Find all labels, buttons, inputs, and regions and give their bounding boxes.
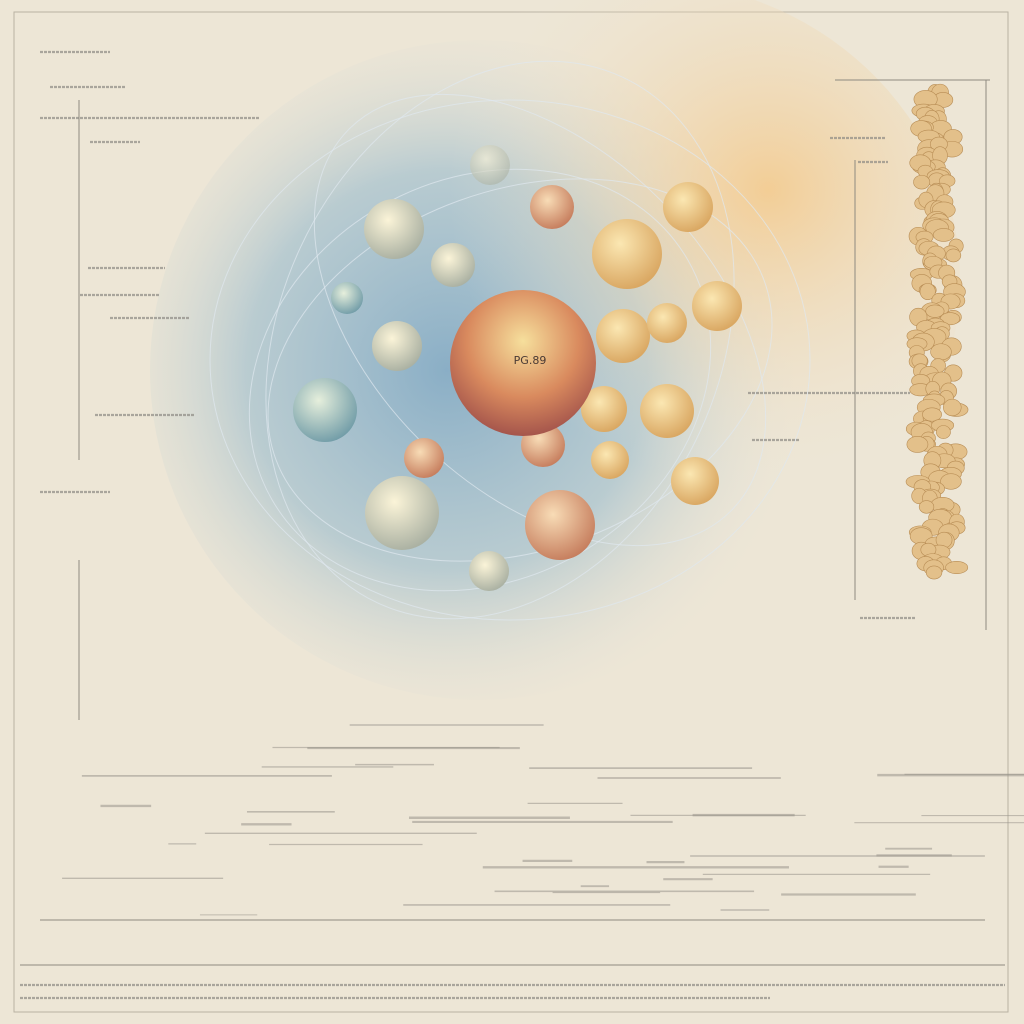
sphere bbox=[525, 490, 595, 560]
bead bbox=[913, 174, 931, 190]
bead bbox=[940, 473, 962, 490]
bead bbox=[922, 407, 942, 422]
spheres: PG.89 bbox=[293, 145, 742, 591]
sphere bbox=[469, 551, 509, 591]
orbit bbox=[209, 99, 811, 621]
bead bbox=[906, 436, 929, 453]
bead bbox=[945, 248, 962, 263]
sphere bbox=[431, 243, 475, 287]
bead bbox=[936, 425, 951, 439]
sphere bbox=[592, 219, 662, 289]
sphere bbox=[470, 145, 510, 185]
annotation-lines bbox=[20, 79, 1005, 966]
orbit bbox=[265, 60, 735, 620]
bead bbox=[940, 312, 961, 326]
glow-warm bbox=[320, 0, 960, 580]
sphere bbox=[293, 378, 357, 442]
sphere bbox=[647, 303, 687, 343]
bead bbox=[918, 500, 935, 514]
sphere bbox=[404, 438, 444, 478]
sphere bbox=[530, 185, 574, 229]
bead bbox=[943, 398, 962, 417]
core-sphere bbox=[450, 290, 596, 436]
bead bbox=[932, 228, 955, 242]
bead bbox=[930, 343, 952, 361]
sphere bbox=[364, 199, 424, 259]
bead bbox=[925, 565, 943, 580]
sphere bbox=[692, 281, 742, 331]
sphere bbox=[581, 386, 627, 432]
sphere bbox=[372, 321, 422, 371]
bead bbox=[919, 283, 936, 300]
bead bbox=[945, 560, 969, 575]
sphere bbox=[663, 182, 713, 232]
sphere bbox=[640, 384, 694, 438]
sphere bbox=[365, 476, 439, 550]
sphere bbox=[331, 282, 363, 314]
sphere bbox=[671, 457, 719, 505]
core-label: PG.89 bbox=[514, 354, 547, 367]
sphere bbox=[596, 309, 650, 363]
bead bbox=[925, 304, 945, 318]
sphere bbox=[591, 441, 629, 479]
